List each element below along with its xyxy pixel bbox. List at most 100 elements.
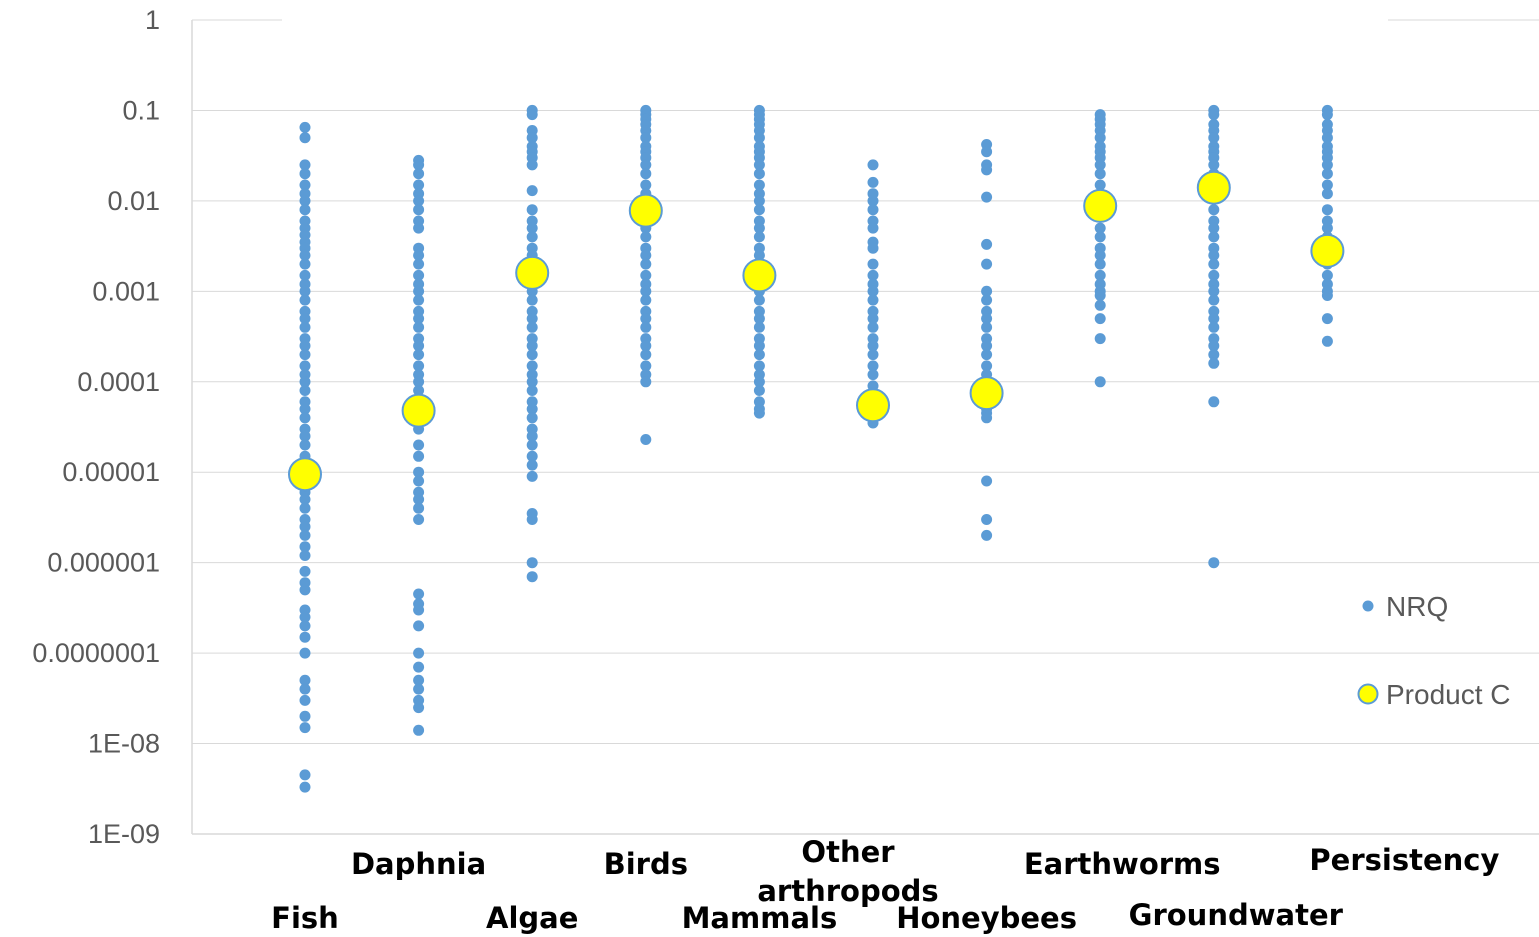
nrq-point	[526, 412, 538, 424]
nrq-point	[413, 502, 425, 514]
nrq-point	[981, 258, 993, 270]
nrq-point	[981, 360, 993, 372]
nrq-point	[981, 191, 993, 203]
nrq-point	[299, 349, 311, 361]
nrq-point	[981, 340, 993, 352]
nrq-point	[1094, 168, 1106, 180]
nrq-point	[413, 647, 425, 659]
nrq-point	[299, 502, 311, 514]
nrq-point	[640, 321, 652, 333]
nrq-point	[1208, 321, 1220, 333]
nrq-point	[753, 313, 765, 325]
nrq-point	[526, 376, 538, 388]
nrq-point	[413, 349, 425, 361]
nrq-point	[413, 285, 425, 297]
nrq-point	[299, 285, 311, 297]
category-label: arthropods	[757, 874, 938, 908]
nrq-point	[1094, 376, 1106, 388]
nrq-point	[981, 514, 993, 525]
nrq-point	[1208, 231, 1220, 243]
nrq-point	[640, 249, 652, 261]
nrq-point	[413, 249, 425, 261]
nrq-point	[981, 238, 993, 250]
nrq-point	[413, 493, 425, 505]
nrq-point	[753, 222, 765, 234]
nrq-point	[1208, 109, 1220, 121]
nrq-point	[299, 403, 311, 415]
nrq-point	[753, 360, 765, 372]
nrq-point	[640, 349, 652, 361]
nrq-point	[1208, 258, 1220, 270]
nrq-point	[1094, 231, 1106, 243]
nrq-point	[1321, 132, 1333, 144]
nrq-point	[526, 222, 538, 234]
legend-nrq-marker	[1362, 600, 1374, 612]
category-label: Other	[801, 835, 895, 869]
nrq-point	[299, 694, 311, 706]
nrq-point	[299, 412, 311, 424]
nrq-point	[867, 222, 879, 234]
nrq-point	[753, 407, 765, 419]
y-tick-label: 0.001	[92, 276, 160, 306]
nrq-point	[1321, 222, 1333, 234]
nrq-point	[1094, 333, 1106, 345]
nrq-point	[640, 179, 652, 191]
nrq-point	[640, 285, 652, 297]
nrq-point	[753, 294, 765, 306]
nrq-point	[753, 159, 765, 171]
nrq-point	[299, 132, 311, 144]
nrq-point	[299, 529, 311, 541]
nrq-point	[526, 231, 538, 243]
y-tick-label: 1E-08	[88, 729, 160, 759]
nrq-point	[640, 132, 652, 144]
y-tick-labels: 1 0.1 0.01 0.001 0.0001 0.00001 0.000001 0.0000…	[32, 5, 160, 849]
nrq-point	[526, 159, 538, 171]
product-c-point	[401, 393, 436, 428]
nrq-point	[867, 340, 879, 352]
nrq-point	[413, 222, 425, 234]
nrq-point	[753, 385, 765, 396]
y-tick-label: 0.0000001	[32, 638, 160, 668]
nrq-point	[413, 466, 425, 478]
category-label: Algae	[486, 901, 578, 935]
nrq-point	[299, 781, 311, 793]
category-label: Birds	[604, 847, 688, 881]
nrq-point	[981, 412, 993, 424]
nrq-point	[413, 620, 425, 632]
nrq-point	[1094, 179, 1106, 191]
nrq-point	[1208, 132, 1220, 144]
nrq-point	[1208, 396, 1220, 408]
nrq-point	[753, 321, 765, 333]
product-c-series	[288, 170, 1345, 492]
nrq-point	[1321, 290, 1333, 301]
nrq-point	[299, 647, 311, 659]
nrq-point	[1094, 159, 1106, 171]
nrq-point	[299, 195, 311, 207]
nrq-point	[1208, 222, 1220, 234]
nrq-point	[526, 403, 538, 415]
nrq-point	[981, 321, 993, 333]
nrq-point	[981, 164, 993, 176]
nrq-point	[981, 529, 993, 541]
y-tick-label: 0.01	[107, 186, 160, 216]
nrq-point	[1208, 269, 1220, 281]
nrq-point	[640, 159, 652, 171]
category-label: Mammals	[682, 901, 838, 935]
nrq-point	[526, 430, 538, 442]
nrq-point	[1321, 269, 1333, 281]
nrq-point	[526, 349, 538, 361]
nrq-point	[1094, 299, 1106, 311]
y-tick-label: 0.000001	[47, 548, 160, 578]
nrq-point	[981, 313, 993, 325]
nrq-point	[526, 132, 538, 144]
nrq-point	[299, 493, 311, 505]
nrq-point	[640, 376, 652, 388]
nrq-point	[981, 294, 993, 306]
nrq-point	[753, 168, 765, 180]
nrq-point	[299, 631, 311, 643]
nrq-point	[867, 294, 879, 306]
product-c-point	[856, 388, 890, 423]
nrq-point	[981, 285, 993, 297]
nrq-point	[1208, 313, 1220, 325]
nrq-point	[299, 541, 311, 553]
